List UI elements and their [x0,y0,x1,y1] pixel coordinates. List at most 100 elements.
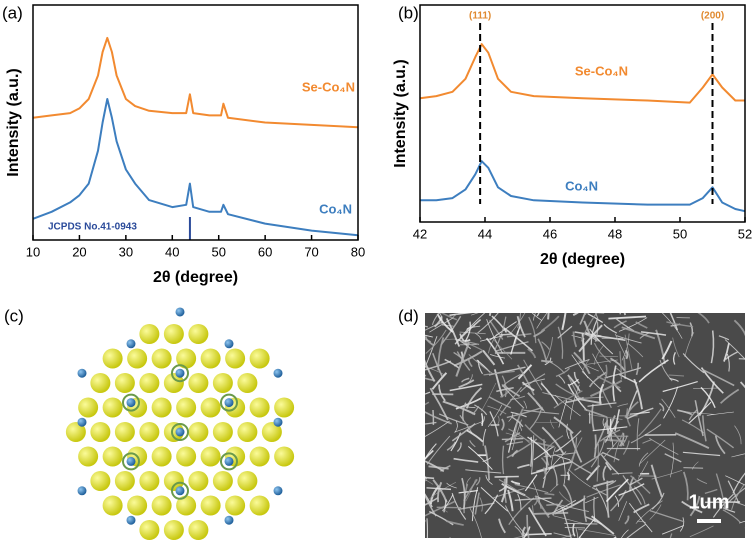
atom-se [152,398,172,418]
atom-se [115,373,135,393]
fiber [533,513,568,514]
reference-label: JCPDS No.41-0943 [48,222,137,233]
panel-label: (a) [2,3,23,22]
fiber [564,523,597,524]
x-tick-label: 50 [211,244,225,259]
fiber [401,402,429,418]
fiber [586,304,588,313]
atom-co [127,516,136,525]
fiber [405,480,427,490]
fiber [745,506,753,528]
atom-se [90,471,110,491]
atom-co [274,418,283,427]
plot-frame [33,5,358,240]
x-tick-label: 44 [478,226,492,241]
atom-co [127,457,136,466]
atom-co [78,418,87,427]
atom-co [274,486,283,495]
y-axis-label: Intensity (a.u.) [392,59,409,167]
atom-se [225,496,245,516]
fiber [422,520,426,534]
atom-se [115,471,135,491]
series-label: Co₄N [565,178,598,193]
panel-label: (d) [398,306,419,325]
series-label: Se-Co₄N [575,63,628,78]
atom-se [201,447,221,467]
atom-se [188,422,208,442]
series-label: Se-Co₄N [302,79,355,94]
atom-co [127,339,136,348]
panel-label: (c) [4,306,24,325]
atom-se [139,520,159,540]
x-tick-label: 20 [72,244,86,259]
atom-se [115,422,135,442]
atom-se [237,373,257,393]
atom-se [139,324,159,344]
x-axis-label: 2θ (degree) [540,251,625,268]
atom-se [250,349,270,369]
atom-se [176,447,196,467]
atom-se [250,447,270,467]
atom-se [152,447,172,467]
atom-se [274,447,294,467]
x-tick-label: 70 [304,244,318,259]
atom-se [139,471,159,491]
atom-se [188,373,208,393]
fiber [500,334,512,335]
atom-co [176,369,185,378]
fiber [739,359,753,360]
x-tick-label: 50 [673,226,687,241]
atom-co [176,486,185,495]
atom-co [176,428,185,437]
x-tick-label: 80 [351,244,365,259]
x-tick-label: 46 [543,226,557,241]
x-tick-label: 60 [258,244,272,259]
fiber [450,537,455,544]
atom-se [152,349,172,369]
fiber [619,285,620,314]
fiber [546,504,557,505]
x-tick-label: 10 [26,244,40,259]
peak-label: (200) [701,11,724,22]
atom-se [225,349,245,369]
fiber [403,450,426,479]
atom-co [225,398,234,407]
atom-se [188,471,208,491]
atom-se [164,324,184,344]
x-tick-label: 42 [413,226,427,241]
atom-se [250,398,270,418]
atom-se [127,349,147,369]
atom-se [237,471,257,491]
atom-se [164,520,184,540]
atom-co [225,339,234,348]
crystal-structure [66,307,294,544]
x-tick-label: 48 [608,226,622,241]
x-tick-label: 40 [165,244,179,259]
fiber [537,283,548,316]
series-line [33,99,358,235]
atom-se [78,398,98,418]
atom-se [201,349,221,369]
x-tick-label: 30 [119,244,133,259]
atom-se [274,398,294,418]
x-tick-label: 52 [738,226,752,241]
atom-se [201,496,221,516]
atom-se [250,496,270,516]
atom-se [213,422,233,442]
atom-co [127,398,136,407]
x-axis-label: 2θ (degree) [153,269,238,286]
atom-se [127,496,147,516]
atom-se [176,398,196,418]
scale-bar [697,519,721,523]
atom-se [237,422,257,442]
atom-co [78,486,87,495]
atom-se [90,422,110,442]
atom-co [274,369,283,378]
atom-co [176,307,185,316]
panel-label: (b) [398,3,419,22]
scale-bar-label: 1um [688,491,729,513]
atom-se [90,373,110,393]
atom-se [103,398,123,418]
atom-se [213,471,233,491]
